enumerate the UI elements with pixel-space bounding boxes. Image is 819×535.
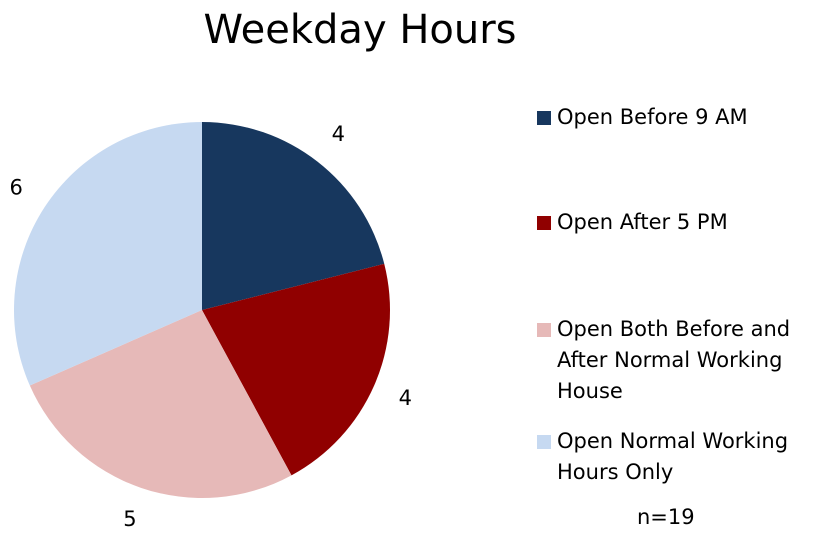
legend-item: Open After 5 PM <box>537 207 817 238</box>
legend-swatch <box>537 435 551 449</box>
legend-label: Open After 5 PM <box>557 210 728 234</box>
legend-item: Open Normal Working Hours Only <box>537 426 817 488</box>
legend-item: Open Both Before and After Normal Workin… <box>537 314 817 407</box>
legend-swatch <box>537 111 551 125</box>
data-label: 5 <box>123 507 136 531</box>
legend-label: Open Before 9 AM <box>557 105 748 129</box>
chart-title: Weekday Hours <box>203 7 516 53</box>
legend-swatch <box>537 216 551 230</box>
legend-item: Open Before 9 AM <box>537 102 817 133</box>
annotation: n=19 <box>637 505 695 529</box>
pie-slice <box>29 310 292 498</box>
data-label: 6 <box>9 176 22 200</box>
data-label: 4 <box>332 122 345 146</box>
legend-label: Open Normal Working Hours Only <box>557 429 789 484</box>
legend-label: Open Both Before and After Normal Workin… <box>557 317 791 403</box>
legend-swatch <box>537 323 551 337</box>
pie-slice <box>202 122 385 310</box>
data-label: 4 <box>399 386 412 410</box>
pie-slice <box>202 263 390 476</box>
pie-slice <box>14 122 203 386</box>
